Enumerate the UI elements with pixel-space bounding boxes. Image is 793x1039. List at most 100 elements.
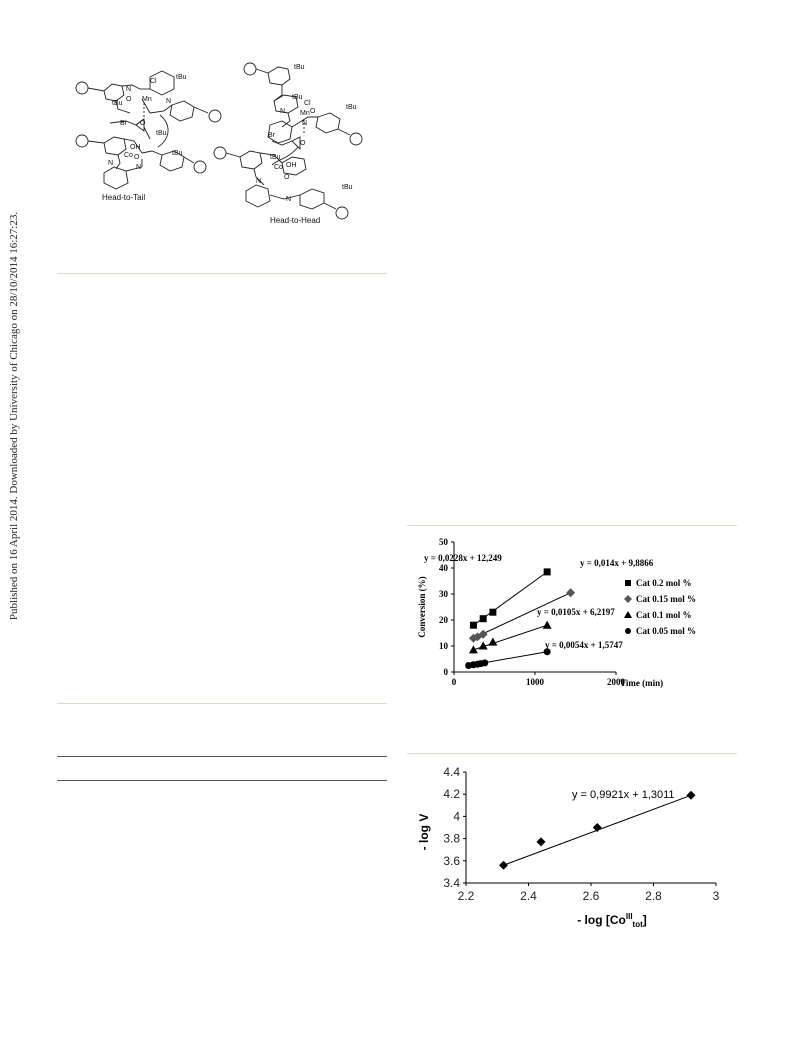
legend-item: Cat 0.1 mol % bbox=[636, 610, 692, 620]
data-point bbox=[499, 860, 508, 870]
svg-text:N: N bbox=[136, 164, 141, 171]
svg-text:N: N bbox=[302, 120, 307, 127]
chart2-x-ticks: 2.2 2.4 2.6 2.8 3 bbox=[458, 883, 720, 903]
chart2-points bbox=[499, 790, 696, 870]
data-point bbox=[478, 641, 488, 650]
chart2-xlabel: - log [CoIIItot] bbox=[577, 912, 647, 929]
thiophene-ring bbox=[243, 62, 257, 76]
x-tick-label: 2000 bbox=[607, 677, 626, 687]
svg-text:O: O bbox=[310, 108, 316, 115]
chart1-ylabel: Conversion (%) bbox=[417, 576, 427, 637]
svg-text:Co: Co bbox=[124, 152, 133, 159]
y-tick-label: 4.2 bbox=[443, 787, 460, 801]
data-point bbox=[488, 637, 498, 646]
y-tick-label: 30 bbox=[439, 589, 449, 599]
data-point bbox=[536, 837, 546, 847]
data-point bbox=[566, 588, 576, 598]
aromatic-ring bbox=[281, 156, 307, 176]
x-tick-label: 2.2 bbox=[458, 889, 475, 903]
data-point bbox=[686, 790, 696, 800]
cyclohexane-ring bbox=[267, 120, 293, 144]
svg-text:tBu: tBu bbox=[342, 184, 353, 191]
svg-text:tBu: tBu bbox=[176, 74, 187, 81]
svg-text:OH: OH bbox=[286, 162, 297, 169]
trendline-equation: y = 0,0054x + 1,5747 bbox=[545, 640, 623, 650]
legend-marker bbox=[624, 611, 632, 618]
x-tick-label: 3 bbox=[713, 889, 720, 903]
svg-text:O: O bbox=[284, 174, 290, 181]
svg-text:Mn: Mn bbox=[142, 96, 152, 103]
chart2-y-ticks: 3.4 3.6 3.8 4 4.2 4.4 bbox=[443, 765, 466, 890]
svg-text:O: O bbox=[134, 154, 140, 161]
svg-text:Br: Br bbox=[120, 120, 128, 127]
trendline bbox=[473, 592, 571, 639]
x-tick-label: 2.8 bbox=[645, 889, 662, 903]
trendline-equation: y = 0,0105x + 6,2197 bbox=[537, 607, 615, 617]
svg-text:tBu: tBu bbox=[294, 64, 305, 71]
aromatic-ring bbox=[273, 94, 299, 114]
data-point bbox=[469, 621, 477, 629]
label-head-to-tail: Head-to-Tail bbox=[102, 193, 145, 202]
thiophene-ring bbox=[349, 132, 363, 146]
aromatic-ring bbox=[103, 83, 125, 102]
divider bbox=[407, 525, 737, 526]
data-point bbox=[543, 568, 551, 576]
aromatic-ring bbox=[299, 188, 325, 210]
divider bbox=[407, 753, 737, 754]
svg-text:OH: OH bbox=[130, 144, 141, 151]
svg-text:tBu: tBu bbox=[112, 100, 123, 107]
data-point bbox=[543, 648, 551, 656]
svg-text:N: N bbox=[256, 178, 261, 185]
x-tick-label: 1000 bbox=[526, 677, 545, 687]
table-rule bbox=[57, 780, 387, 781]
data-point bbox=[478, 629, 488, 639]
download-notice: Published on 16 April 2014. Downloaded b… bbox=[0, 0, 28, 1039]
data-point bbox=[479, 615, 487, 623]
thiophene-ring bbox=[75, 134, 89, 148]
aromatic-ring bbox=[159, 150, 185, 172]
thiophene-ring bbox=[213, 146, 227, 160]
y-tick-label: 3.8 bbox=[443, 832, 460, 846]
y-tick-label: 50 bbox=[439, 537, 449, 547]
svg-text:N: N bbox=[280, 108, 285, 115]
svg-text:N: N bbox=[126, 86, 131, 93]
chart1-xlabel: Time (min) bbox=[620, 678, 663, 688]
thiophene-ring bbox=[193, 160, 207, 174]
chart1-legend: Cat 0.2 mol % Cat 0.15 mol % Cat 0.1 mol %… bbox=[624, 578, 696, 636]
data-point bbox=[481, 659, 489, 667]
y-tick-label: 40 bbox=[439, 563, 449, 573]
svg-text:O: O bbox=[126, 96, 132, 103]
svg-text:tBu: tBu bbox=[172, 150, 183, 157]
svg-text:tBu: tBu bbox=[346, 104, 357, 111]
svg-text:tBu: tBu bbox=[292, 94, 303, 101]
download-notice-text: Published on 16 April 2014. Downloaded b… bbox=[8, 211, 20, 621]
label-head-to-head: Head-to-Head bbox=[270, 216, 320, 225]
chart2-ylabel: - log V bbox=[417, 814, 431, 851]
thiophene-ring bbox=[75, 81, 89, 95]
thiophene-ring bbox=[208, 109, 222, 123]
data-point bbox=[489, 608, 497, 616]
chart1-equations: y = 0,0228x + 12,249 y = 0,014x + 9,8866 y… bbox=[424, 553, 654, 650]
chart1-x-ticks: 0 1000 2000 bbox=[452, 672, 626, 687]
y-tick-label: 0 bbox=[444, 667, 449, 677]
y-tick-label: 3.4 bbox=[443, 876, 460, 890]
legend-marker bbox=[624, 595, 632, 603]
y-tick-label: 4 bbox=[453, 809, 460, 823]
conversion-chart: 0 10 20 30 40 50 0 1000 2000 Conversion (%) Tim… bbox=[417, 537, 696, 688]
svg-text:O: O bbox=[300, 140, 306, 147]
data-point bbox=[592, 823, 602, 832]
svg-text:tBu: tBu bbox=[270, 154, 281, 161]
aromatic-ring bbox=[169, 100, 195, 122]
svg-text:O: O bbox=[140, 120, 146, 127]
aromatic-ring bbox=[267, 66, 291, 86]
svg-text:Br: Br bbox=[268, 132, 276, 139]
divider bbox=[57, 273, 387, 274]
trendline-equation: y = 0,0228x + 12,249 bbox=[424, 553, 502, 563]
y-tick-label: 4.4 bbox=[443, 765, 460, 779]
legend-item: Cat 0.2 mol % bbox=[636, 578, 692, 588]
svg-text:N: N bbox=[166, 98, 171, 105]
thiophene-ring bbox=[335, 206, 349, 220]
reaction-scheme: N Cl tBu Mn O tBu N Br O OH Co O tBu tBu… bbox=[75, 62, 363, 225]
y-tick-label: 3.6 bbox=[443, 854, 460, 868]
x-tick-label: 0 bbox=[452, 677, 457, 687]
